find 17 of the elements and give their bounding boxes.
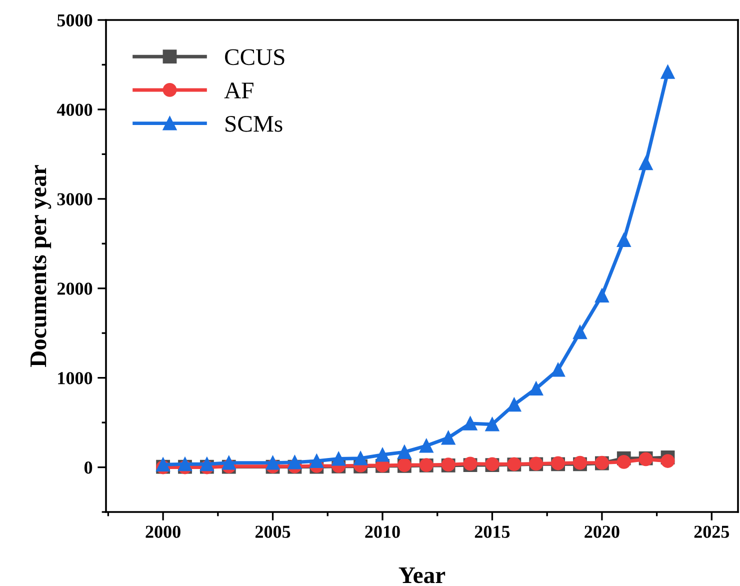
x-axis-title: Year [398,567,446,584]
y-tick-label: 2000 [57,282,92,295]
x-tick-label: 2000 [146,526,180,538]
x-tick-label: 2020 [584,526,620,538]
y-tick-label: 1000 [58,372,92,384]
x-tick-label: 2005 [255,526,290,538]
x-tick-label: 2015 [474,526,510,538]
y-tick-label: 0 [84,462,92,474]
y-tick-label: 4000 [56,104,92,116]
y-tick-label: 5000 [57,14,92,26]
x-tick-label: 2010 [365,526,400,538]
legend-label: AF [224,82,254,98]
legend-label: CCUS [225,49,284,66]
legend-label: SCMs [226,116,282,132]
y-tick-label: 3000 [57,193,92,206]
y-axis-title: Documents per year [30,165,52,368]
x-tick-label: 2025 [694,526,730,538]
